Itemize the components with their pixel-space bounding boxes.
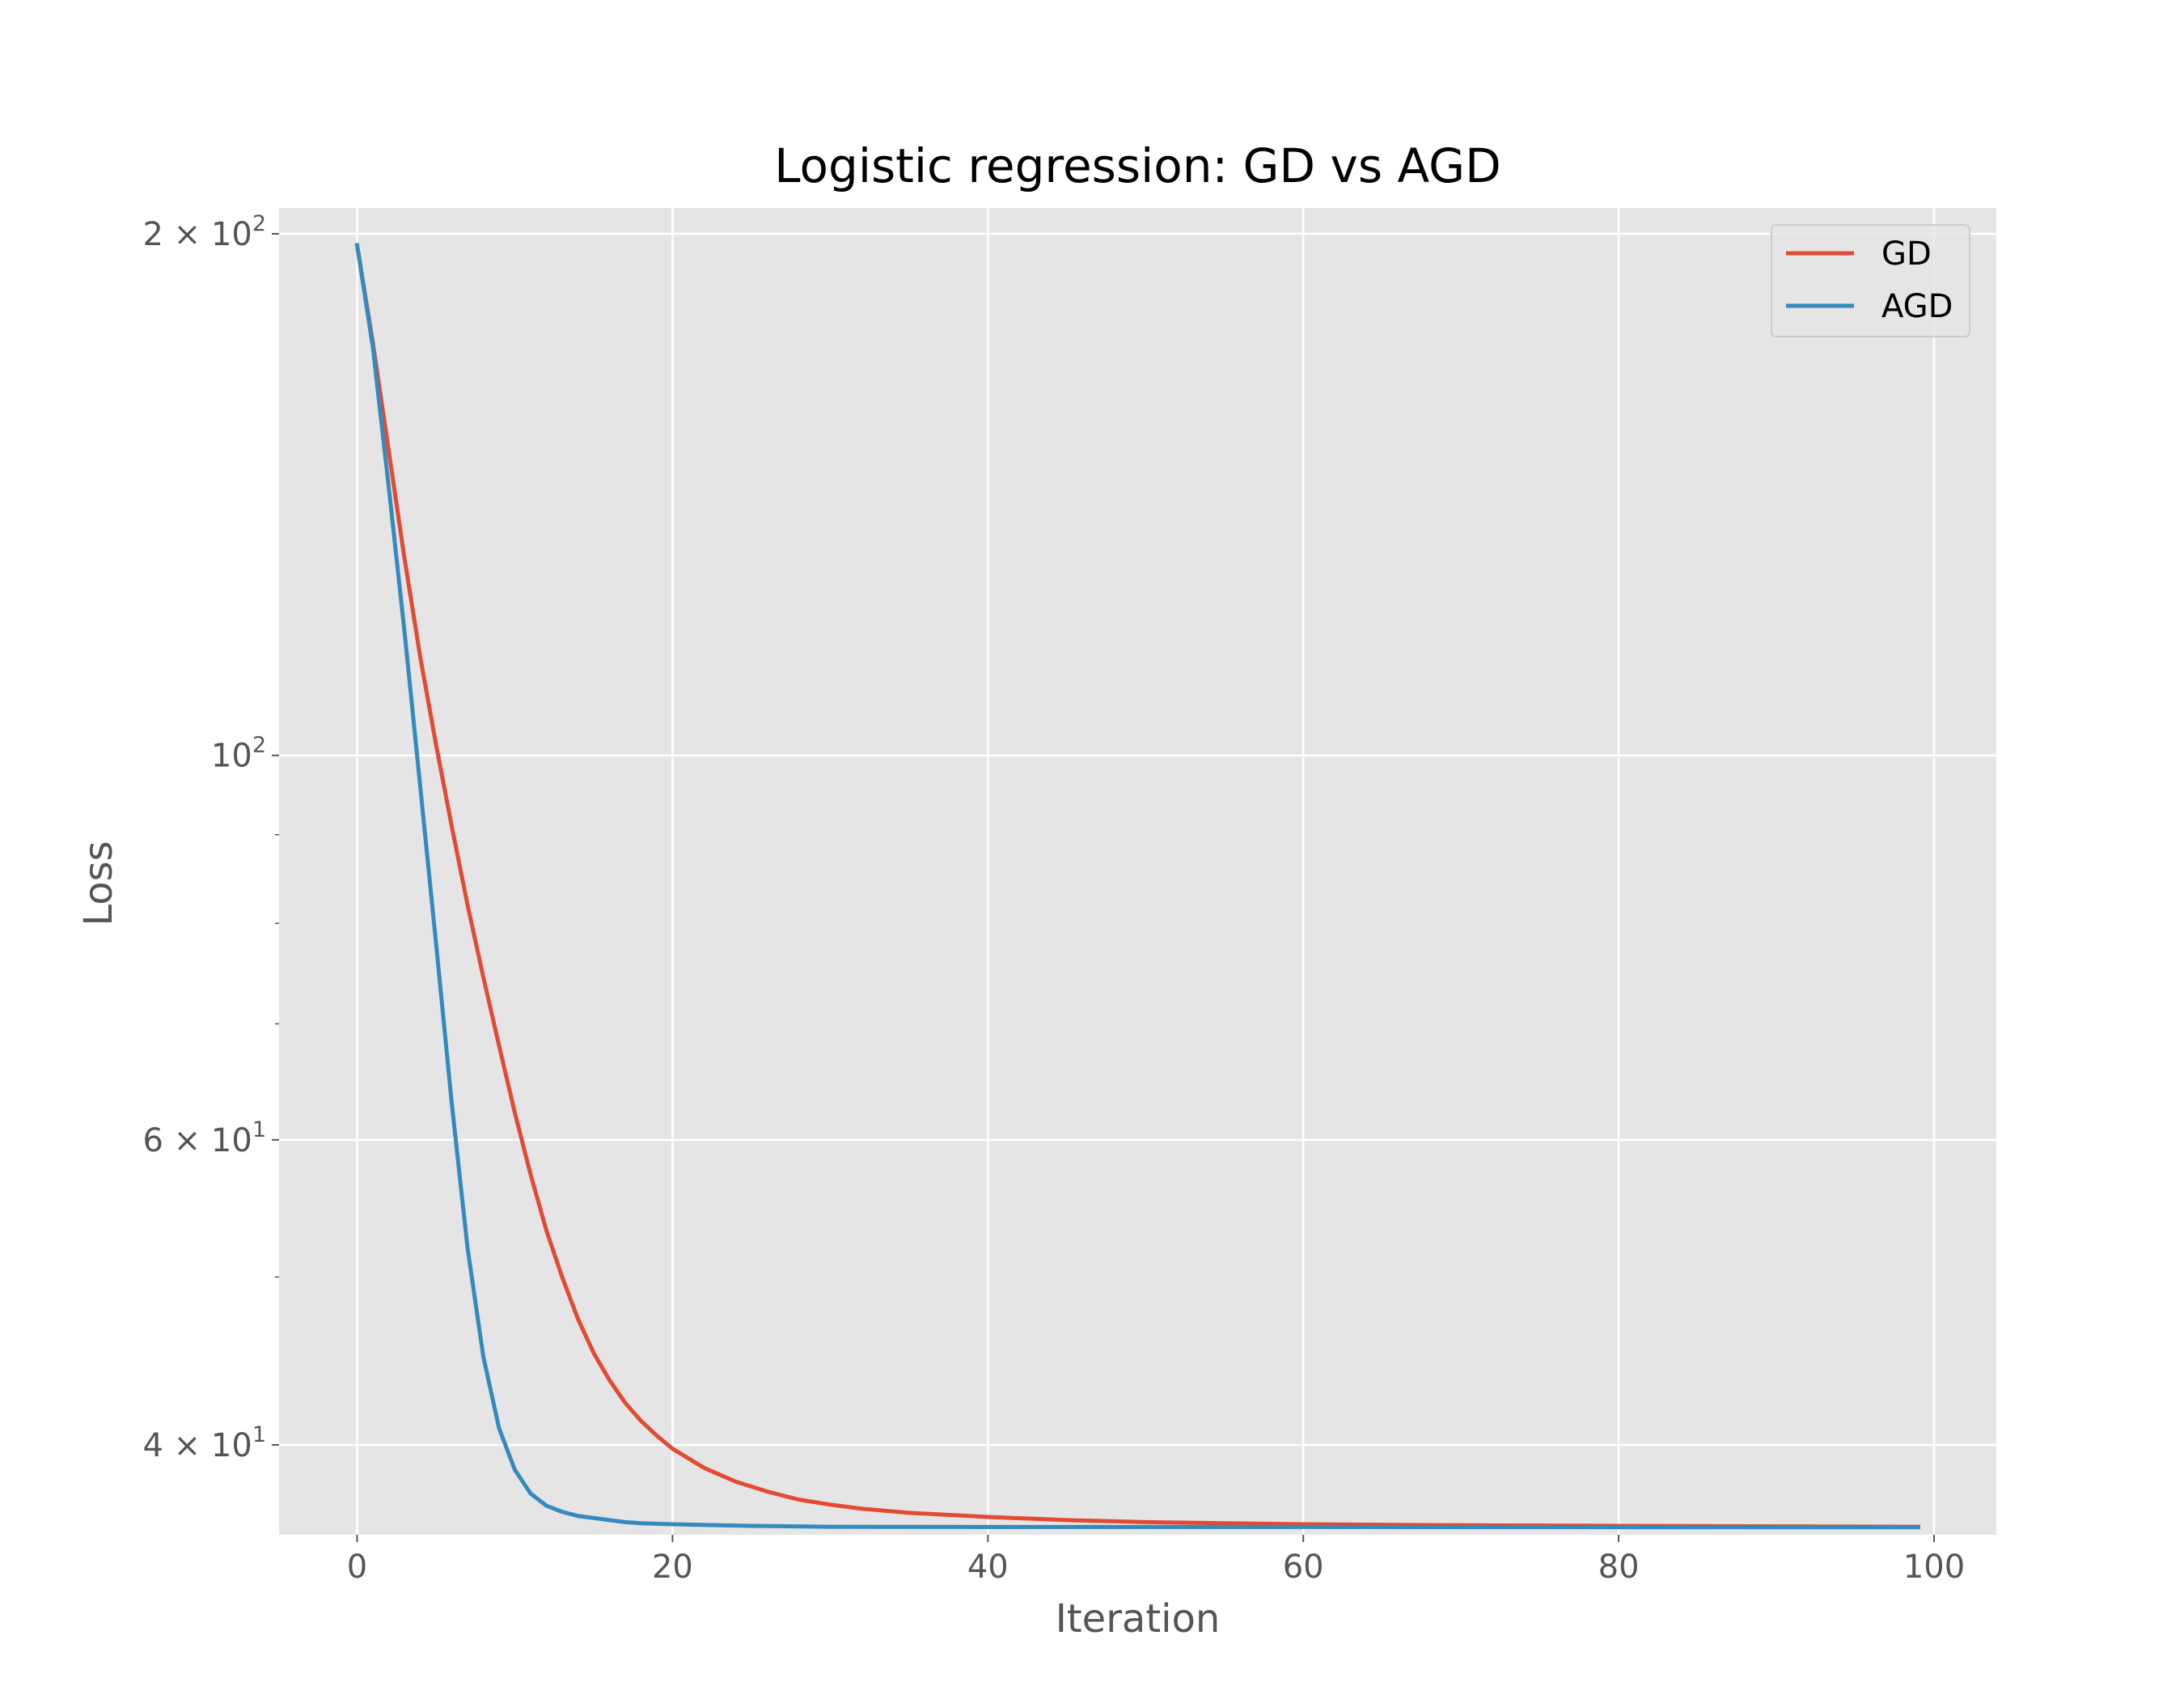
x-tick-label: 100 [1903, 1549, 1965, 1586]
y-axis-label: Loss [76, 841, 121, 926]
grid-lines [279, 208, 1996, 1535]
y-tick-label: 4 × 101 [143, 1422, 267, 1464]
legend-label-agd: AGD [1881, 288, 1953, 325]
x-tick-label: 80 [1598, 1549, 1640, 1586]
x-tick-label: 0 [347, 1549, 367, 1586]
legend: GD AGD [1771, 224, 1970, 337]
y-tick-label: 2 × 102 [143, 211, 267, 253]
x-tick-label: 20 [652, 1549, 693, 1586]
chart-title: Logistic regression: GD vs AGD [774, 138, 1501, 193]
series-line-gd [354, 243, 1921, 1529]
y-tick-label: 102 [211, 733, 266, 775]
x-tick-label: 40 [967, 1549, 1009, 1586]
x-tick-label: 60 [1283, 1549, 1324, 1586]
series-lines [354, 243, 1921, 1530]
plot-area [279, 208, 1996, 1535]
x-axis-label: Iteration [1056, 1596, 1221, 1642]
series-line-agd [354, 243, 1920, 1530]
axis-ticks: 0 20 40 60 80 100 2 × 102 102 6 × 101 4 × 101 [143, 211, 1966, 1586]
legend-label-gd: GD [1881, 235, 1932, 273]
y-tick-label: 6 × 101 [143, 1117, 267, 1159]
